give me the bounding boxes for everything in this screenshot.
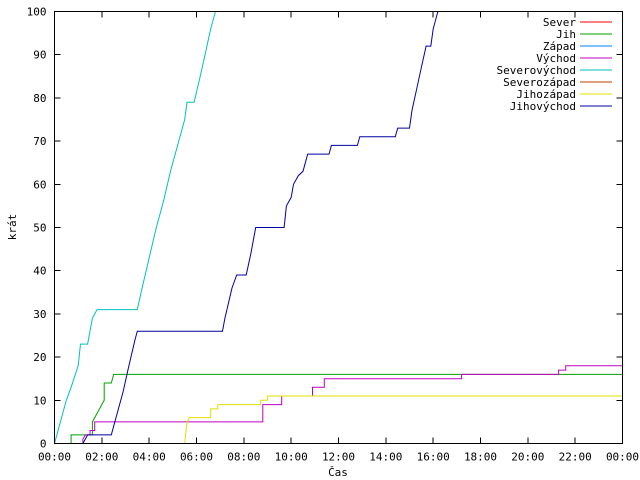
y-tick-label: 0 bbox=[40, 438, 47, 451]
series-line-7 bbox=[82, 11, 439, 444]
y-tick-label: 60 bbox=[33, 178, 46, 191]
legend-label: Severovýchod bbox=[497, 64, 576, 77]
x-tick-label: 14:00 bbox=[369, 451, 402, 464]
y-tick-label: 50 bbox=[33, 222, 46, 235]
x-tick-label: 06:00 bbox=[180, 451, 213, 464]
x-tick-label: 10:00 bbox=[275, 451, 308, 464]
x-axis-title: Čas bbox=[328, 466, 348, 479]
x-tick-label: 00:00 bbox=[38, 451, 71, 464]
x-tick-label: 22:00 bbox=[559, 451, 592, 464]
series-line-3 bbox=[82, 365, 623, 444]
y-tick-label: 70 bbox=[33, 135, 46, 148]
legend-label: Jih bbox=[556, 28, 576, 41]
series-line-6 bbox=[184, 395, 623, 444]
legend-label: Jihozápad bbox=[516, 88, 576, 101]
series-line-4 bbox=[54, 11, 216, 444]
series-layer bbox=[54, 11, 623, 444]
y-tick-label: 40 bbox=[33, 265, 46, 278]
legend-label: Jihovýchod bbox=[510, 100, 576, 113]
x-tick-label: 08:00 bbox=[227, 451, 260, 464]
x-tick-label: 16:00 bbox=[417, 451, 450, 464]
y-tick-label: 20 bbox=[33, 351, 46, 364]
y-tick-label: 10 bbox=[33, 394, 46, 407]
legend-label: Sever bbox=[543, 16, 576, 29]
legend: SeverJihZápadVýchodSeverovýchodSeverozáp… bbox=[497, 16, 612, 113]
y-tick-label: 90 bbox=[33, 49, 46, 62]
series-line-1 bbox=[70, 373, 623, 444]
legend-label: Západ bbox=[543, 40, 576, 53]
legend-label: Východ bbox=[536, 52, 576, 65]
legend-label: Severozápad bbox=[503, 76, 576, 89]
y-tick-label: 30 bbox=[33, 308, 46, 321]
y-axis-title: krát bbox=[6, 214, 19, 241]
y-tick-label: 80 bbox=[33, 92, 46, 105]
x-tick-label: 20:00 bbox=[511, 451, 544, 464]
ticks-layer: 00:00 02:00 04:00 06:00 08:00 10:00 12:00 14:00… bbox=[27, 6, 639, 464]
x-tick-label: 04:00 bbox=[133, 451, 166, 464]
y-tick-label: 100 bbox=[27, 6, 47, 19]
x-tick-label: 12:00 bbox=[322, 451, 355, 464]
x-tick-label: 02:00 bbox=[85, 451, 118, 464]
x-tick-label: 18:00 bbox=[464, 451, 497, 464]
x-tick-label: 00:00 bbox=[606, 451, 639, 464]
